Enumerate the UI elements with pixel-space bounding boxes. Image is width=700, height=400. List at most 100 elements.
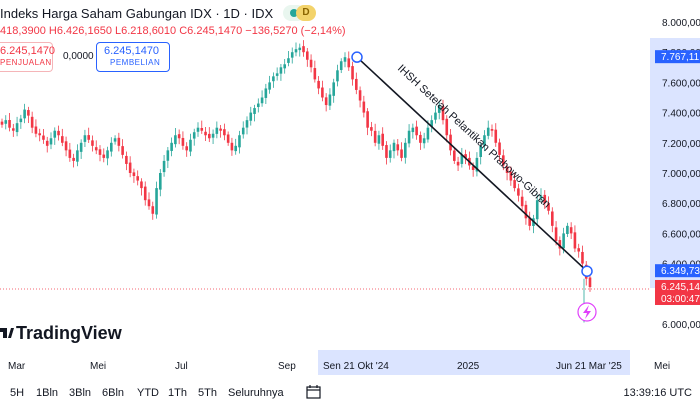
candle-body <box>159 173 162 190</box>
candle-body <box>226 134 230 143</box>
candle-body <box>279 67 283 74</box>
range-ytd[interactable]: YTD <box>137 387 159 399</box>
ohlc-readout: 418,3900 H6.426,1650 L6.218,6010 C6.245,… <box>0 25 346 37</box>
candle-body <box>407 130 411 144</box>
candle-body <box>524 204 528 219</box>
utc-clock[interactable]: 13:39:16 UTC <box>623 387 692 399</box>
x-tick-label: Sep <box>278 361 296 372</box>
calendar-range-icon[interactable] <box>306 384 322 400</box>
candle-body <box>260 97 264 104</box>
x-tick-label: 2025 <box>457 361 480 372</box>
trendline-end-handle[interactable] <box>581 265 593 277</box>
candle-body <box>106 150 109 159</box>
candle-body <box>336 70 339 82</box>
range-5h[interactable]: 5H <box>10 387 25 399</box>
candle-body <box>543 194 547 204</box>
candle-body <box>471 166 475 170</box>
candle-body <box>72 157 75 161</box>
candle-body <box>170 142 173 151</box>
candle-body <box>275 73 279 76</box>
candle-body <box>558 240 562 249</box>
range-seluruhnya[interactable]: Seluruhnya <box>228 387 284 399</box>
range-6bln[interactable]: 6Bln <box>102 387 125 399</box>
candle-body <box>554 227 558 241</box>
candle-body <box>249 112 253 121</box>
candle-body <box>581 251 584 264</box>
candle-body <box>502 155 505 166</box>
y-tick-label: 6.800,00 <box>662 199 700 210</box>
candle-body <box>347 58 351 68</box>
candle-body <box>517 188 520 196</box>
candle-body <box>272 76 275 82</box>
range-1bln[interactable]: 1Bln <box>36 387 59 399</box>
candle-body <box>494 129 498 143</box>
candle-body <box>373 130 377 143</box>
candle-body <box>351 66 354 80</box>
range-3bln[interactable]: 3Bln <box>69 387 92 399</box>
y-tick-label: 7.400,00 <box>662 109 700 120</box>
candle-body <box>362 101 366 113</box>
candle-body <box>151 206 155 214</box>
candle-body <box>328 94 332 106</box>
x-tick-label: Jul <box>175 361 188 372</box>
candle-body <box>396 144 400 151</box>
candle-body <box>535 200 539 220</box>
candle-body <box>324 97 328 106</box>
candle-body <box>569 227 573 234</box>
candle-body <box>317 80 320 89</box>
delay-badge: D <box>296 5 316 21</box>
chart-title: Indeks Harga Saham Gabungan IDX · 1D · I… <box>0 6 274 21</box>
trendline[interactable] <box>356 56 588 272</box>
trendline-start-handle[interactable] <box>351 51 363 63</box>
candle-body <box>166 150 170 161</box>
candle-body <box>204 131 207 136</box>
price-axis-highlight <box>650 38 700 288</box>
candle-body <box>415 126 418 136</box>
candle-body <box>27 110 30 116</box>
candle-body <box>42 135 45 140</box>
candle-body <box>321 87 324 98</box>
candle-body <box>547 203 550 211</box>
candle-body <box>125 155 128 164</box>
candle-body <box>464 154 467 158</box>
candle-body <box>136 176 139 181</box>
sell-button[interactable] <box>0 42 53 72</box>
candle-body <box>185 146 188 151</box>
candle-body <box>434 112 437 120</box>
buy-label: PEMBELIAN <box>110 58 161 67</box>
y-tick-label: 7.600,00 <box>662 78 700 89</box>
buy-button[interactable] <box>96 42 170 72</box>
candle-body <box>498 142 501 155</box>
range-1th[interactable]: 1Th <box>168 387 187 399</box>
flash-icon[interactable] <box>577 302 597 322</box>
candle-body <box>302 46 305 53</box>
candle-body <box>437 105 441 113</box>
candle-body <box>64 141 68 151</box>
y-tick-label: 6.600,00 <box>662 229 700 240</box>
candle-body <box>208 133 211 139</box>
candle-body <box>298 47 302 51</box>
candle-body <box>155 188 158 215</box>
range-5th[interactable]: 5Th <box>198 387 217 399</box>
candle-body <box>117 137 121 146</box>
candle-body <box>313 68 317 80</box>
candle-body <box>366 111 369 128</box>
buy-price: 6.245,1470 <box>104 45 160 57</box>
candle-body <box>343 57 347 62</box>
candle-body <box>441 106 445 121</box>
x-axis-ticks: Mar Mei Jul Sep Sen 21 Okt '24 2025 Jun 21 Mar… <box>8 361 670 372</box>
candle-body <box>0 121 4 125</box>
candle-body <box>98 149 102 155</box>
candle-body <box>19 118 23 123</box>
x-tick-label: Mar <box>8 361 26 372</box>
candle-body <box>460 154 464 164</box>
candle-body <box>404 142 407 158</box>
spread-value: 0,0000 <box>63 51 94 62</box>
y-tick-label: 8.000,00 <box>662 18 700 29</box>
x-tick-label: Sen 21 Okt '24 <box>323 361 389 372</box>
candle-body <box>257 103 260 108</box>
candle-body <box>177 134 181 139</box>
candle-body <box>121 146 124 155</box>
candle-body <box>181 137 185 146</box>
